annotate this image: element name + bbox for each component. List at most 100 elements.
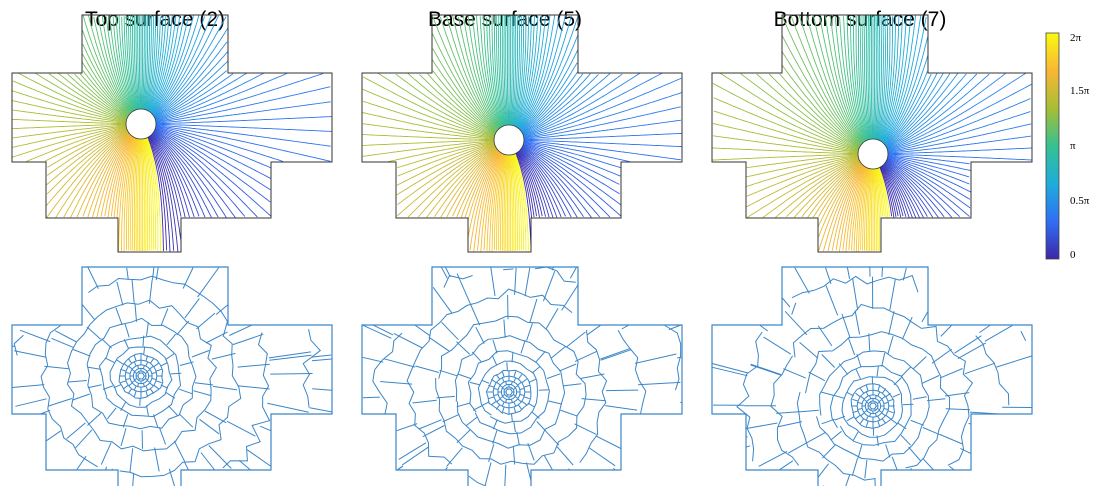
streamline [432,70,496,134]
mesh-edge [168,405,179,417]
mesh-edge [600,349,632,361]
mesh-edge [877,408,880,411]
streamline [835,165,865,251]
mesh-edge [469,381,481,386]
mesh-edge [519,388,525,390]
mesh-edge [513,387,516,390]
mesh-edge [165,391,176,399]
mesh-edge [750,363,782,376]
streamline [154,70,227,120]
panel-title-bottom-surface: Bottom surface (7) [773,8,947,31]
mesh-edge [488,396,495,400]
streamline [147,15,164,111]
streamline [798,15,862,145]
streamline [865,168,871,251]
mesh-edge [475,326,485,344]
streamline [746,154,859,169]
streamline [150,16,189,114]
streamline [153,15,219,116]
mesh-edge [664,325,682,391]
mesh-edge [792,303,974,466]
mesh-edge [857,408,863,410]
streamline [509,154,512,251]
mesh-edge [876,435,879,447]
mesh-edge [503,268,514,271]
streamline [517,15,551,129]
mesh-edge [877,420,881,427]
mesh-edge [154,447,160,472]
mesh-edge [809,431,826,442]
mesh-edge [229,324,253,336]
mesh-edge [312,388,332,391]
mesh-edge [102,385,114,390]
streamline [860,168,870,251]
streamline [45,128,128,186]
panel-title-base-surface: Base surface (5) [427,8,583,31]
streamline [362,100,495,139]
mesh-edge [889,278,896,311]
streamline [878,16,893,141]
streamline [155,73,234,120]
streamline [434,147,497,218]
mesh-edge [176,320,190,336]
streamline [882,165,907,218]
streamline [518,16,560,130]
mesh-edge [939,434,963,445]
mesh-edge [979,324,991,334]
mesh-edge [526,322,533,341]
mesh-edge [432,287,453,314]
streamline [109,15,134,112]
mesh-edge [712,363,749,374]
streamline [887,155,971,171]
streamline [105,16,133,113]
mesh-edge [142,378,144,381]
mesh-edge [123,384,129,390]
mesh-edge [551,267,554,271]
mesh-edge [881,395,886,400]
streamline [144,15,152,110]
streamline [155,116,332,125]
streamline [886,73,990,150]
mesh-edge [208,445,232,469]
mesh-edge [123,362,129,368]
streamline [887,73,1006,150]
streamline [128,138,138,251]
mesh-edge [160,362,168,367]
mesh-edge [267,402,309,413]
mesh-edge [153,362,159,368]
panel-title-top-surface: Top surface (2) [84,8,226,31]
streamline [480,152,502,252]
streamline [516,16,539,128]
streamline [74,73,128,118]
streamline [509,14,512,126]
mesh-edge [531,411,540,419]
streamline [146,16,159,111]
streamline [151,14,195,114]
streamline [887,72,1027,151]
streamline [885,73,951,147]
streamline-group-1 [11,14,332,252]
streamline [884,162,924,218]
streamline [887,157,971,200]
streamline [884,73,932,146]
streamline [362,88,495,138]
streamline [870,168,873,251]
mesh-edge [469,302,481,326]
mesh-edge [565,331,586,348]
mesh-edge [484,462,492,486]
mesh-edge [440,266,448,279]
streamline [523,77,682,138]
mesh-edge [151,378,157,380]
streamline [523,141,621,169]
mesh-edge [520,339,526,354]
mesh-edge [471,351,483,363]
streamline [427,73,496,134]
streamline [514,16,527,127]
mesh-edge [859,418,865,424]
mesh-edge [513,406,517,413]
streamline [154,51,229,118]
streamline [876,168,885,217]
mesh-edge [44,365,69,370]
mesh-edge [142,383,145,387]
